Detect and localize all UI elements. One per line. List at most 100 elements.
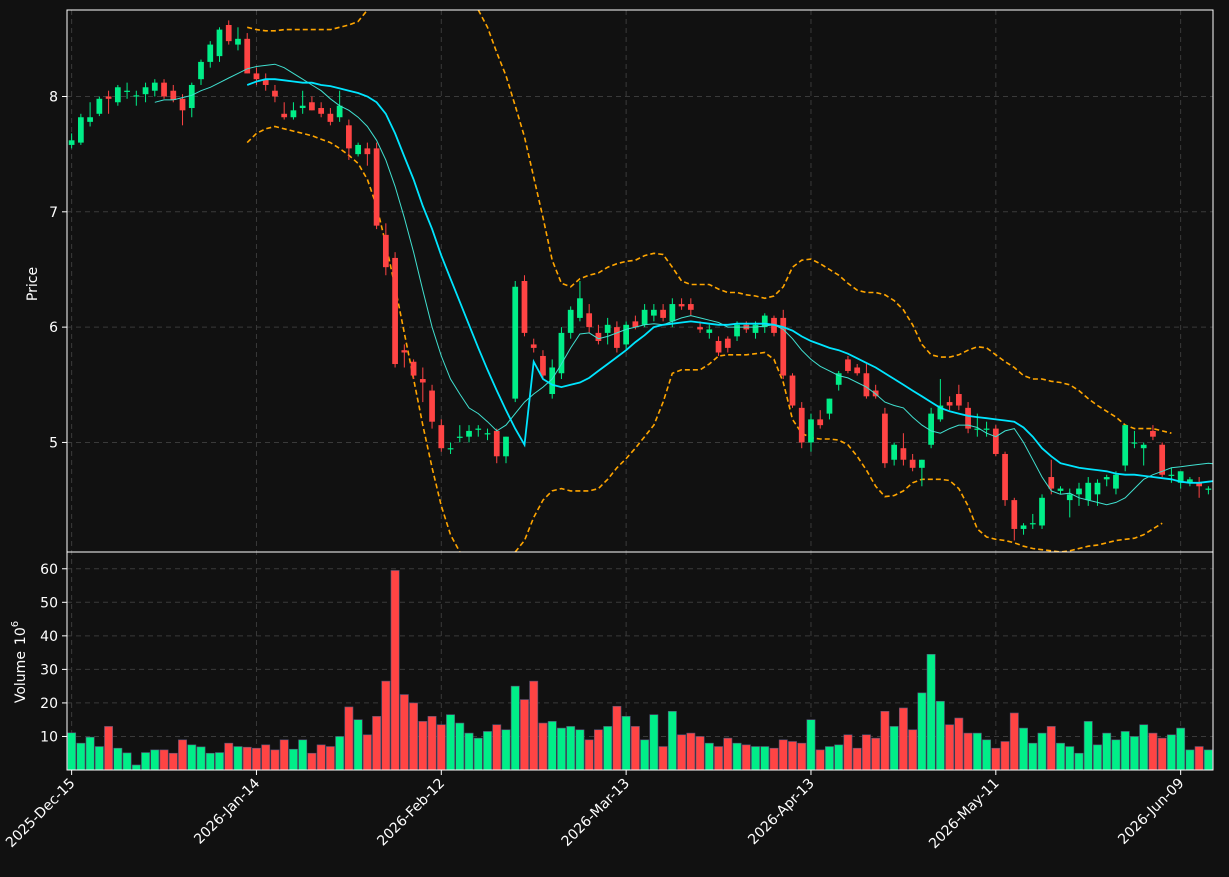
volume-bar bbox=[843, 734, 853, 771]
volume-bar bbox=[1185, 749, 1195, 771]
volume-bar bbox=[1130, 736, 1139, 771]
volume-bar bbox=[547, 721, 557, 771]
candle-body bbox=[466, 430, 472, 437]
volume-bar bbox=[446, 714, 455, 771]
volume-bar bbox=[215, 752, 224, 771]
volume-tick-label: 30 bbox=[40, 662, 58, 678]
candle-body bbox=[1177, 471, 1184, 483]
volume-bar bbox=[307, 752, 317, 771]
candle-body bbox=[604, 324, 611, 333]
candle-body bbox=[761, 315, 768, 328]
volume-bar bbox=[104, 726, 114, 771]
candle-body bbox=[577, 298, 583, 318]
candle-body bbox=[1011, 500, 1018, 529]
volume-bar bbox=[279, 739, 289, 771]
volume-panel-frame bbox=[66, 551, 1214, 771]
volume-bar bbox=[723, 737, 733, 771]
candle-body bbox=[678, 304, 685, 307]
candle-body bbox=[87, 117, 93, 122]
candle-body bbox=[225, 24, 232, 42]
volume-bar bbox=[85, 736, 95, 771]
volume-bar bbox=[788, 741, 797, 771]
candle-body bbox=[142, 87, 149, 95]
candle-body bbox=[1159, 444, 1166, 475]
candle-body bbox=[401, 350, 408, 353]
volume-bar bbox=[178, 739, 187, 771]
candle-body bbox=[586, 313, 593, 328]
candle-body bbox=[854, 367, 861, 374]
candle-body bbox=[1029, 523, 1036, 525]
volume-bar bbox=[381, 680, 391, 771]
volume-bar bbox=[677, 734, 687, 771]
volume-bar bbox=[252, 747, 261, 771]
price-tick-label: 8 bbox=[49, 89, 58, 105]
volume-bar bbox=[612, 705, 622, 771]
candle-body bbox=[235, 38, 241, 45]
candle-body bbox=[965, 407, 971, 429]
volume-bar bbox=[418, 721, 428, 771]
volume-axis-label: Volume 106 bbox=[10, 621, 29, 703]
volume-bar bbox=[741, 744, 751, 771]
candle-body bbox=[540, 355, 546, 376]
candle-body bbox=[1076, 488, 1082, 495]
moving-average-layer bbox=[154, 63, 1213, 506]
candle-body bbox=[1039, 497, 1045, 526]
volume-bar bbox=[640, 739, 650, 771]
candle-body bbox=[1085, 482, 1092, 501]
volume-bar bbox=[529, 680, 539, 771]
candle-body bbox=[1187, 479, 1193, 483]
candle-body bbox=[614, 327, 620, 348]
volume-bar bbox=[1037, 732, 1047, 771]
volume-bar bbox=[1019, 727, 1028, 771]
volume-bar bbox=[871, 737, 881, 771]
candle-body bbox=[1002, 453, 1008, 501]
candle-body bbox=[309, 102, 315, 111]
upper-band-line bbox=[247, 10, 369, 32]
volume-bar bbox=[436, 724, 446, 771]
volume-bar bbox=[1194, 746, 1204, 771]
volume-bar bbox=[704, 742, 714, 771]
candle-body bbox=[697, 327, 703, 330]
volume-bar bbox=[945, 724, 955, 771]
candle-body bbox=[419, 379, 426, 383]
candle-body bbox=[530, 344, 537, 348]
volume-bar bbox=[67, 732, 77, 771]
candle-body bbox=[96, 98, 103, 114]
candle-body bbox=[669, 304, 676, 322]
candle-body bbox=[909, 459, 916, 468]
volume-bar bbox=[1093, 744, 1102, 771]
candle-body bbox=[521, 281, 528, 333]
volume-bar bbox=[141, 752, 150, 771]
candle-body bbox=[336, 105, 343, 118]
candle-body bbox=[798, 407, 805, 443]
date-tick-label: 2026-Feb-12 bbox=[374, 776, 448, 850]
envelope-band-layer bbox=[246, 10, 1172, 552]
candle-body bbox=[68, 140, 75, 145]
fast-moving-average-line bbox=[154, 63, 1213, 506]
volume-bar bbox=[205, 752, 215, 771]
volume-bar bbox=[298, 739, 308, 771]
candle-body bbox=[567, 309, 574, 333]
volume-bar bbox=[667, 711, 677, 771]
candle-body bbox=[170, 90, 177, 100]
candle-body bbox=[974, 428, 981, 430]
candle-body bbox=[327, 113, 334, 122]
volume-bar bbox=[94, 746, 104, 771]
candle-body bbox=[1150, 430, 1156, 437]
volume-bar bbox=[1148, 732, 1158, 771]
volume-bar bbox=[122, 752, 132, 771]
candle-body bbox=[493, 430, 500, 457]
volume-bar bbox=[862, 734, 871, 771]
volume-bar bbox=[455, 722, 465, 771]
volume-bar bbox=[224, 742, 234, 771]
candle-body bbox=[955, 394, 962, 406]
candle-body bbox=[161, 82, 167, 97]
volume-bar bbox=[732, 742, 742, 771]
volume-bar bbox=[510, 685, 520, 771]
volume-bar bbox=[1111, 739, 1121, 771]
candle-body bbox=[456, 436, 463, 438]
price-tick-label: 6 bbox=[49, 320, 58, 336]
volume-bar bbox=[233, 746, 243, 771]
